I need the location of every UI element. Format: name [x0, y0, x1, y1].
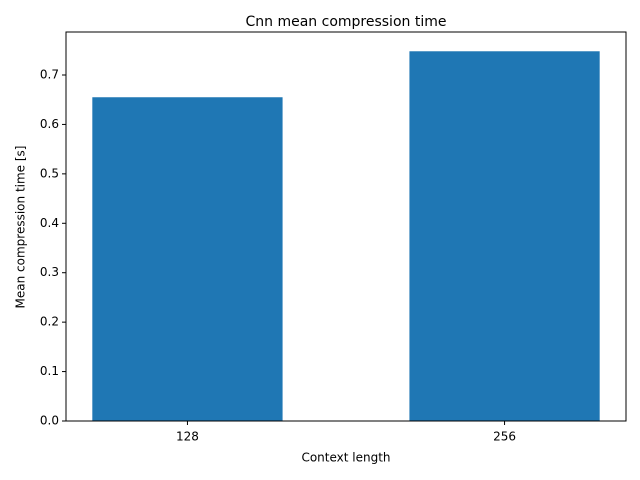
y-axis-label: Mean compression time [s]: [14, 146, 28, 309]
y-tick-label: 0.6: [40, 117, 59, 131]
y-tick-label: 0.4: [40, 216, 59, 230]
y-tick-label: 0.7: [40, 68, 59, 82]
y-tick-label: 0.5: [40, 166, 59, 180]
y-tick-label: 0.2: [40, 315, 59, 329]
plot-frame: [65, 31, 627, 422]
x-axis-label: Context length: [301, 451, 390, 465]
bar: [409, 51, 600, 421]
x-tick-label: 128: [176, 430, 199, 444]
y-tick-label: 0.0: [40, 414, 59, 428]
bar: [92, 97, 283, 421]
x-tick-label: 256: [493, 430, 516, 444]
chart-title: Cnn mean compression time: [246, 14, 447, 30]
y-tick-label: 0.1: [40, 364, 59, 378]
y-tick-label: 0.3: [40, 265, 59, 279]
